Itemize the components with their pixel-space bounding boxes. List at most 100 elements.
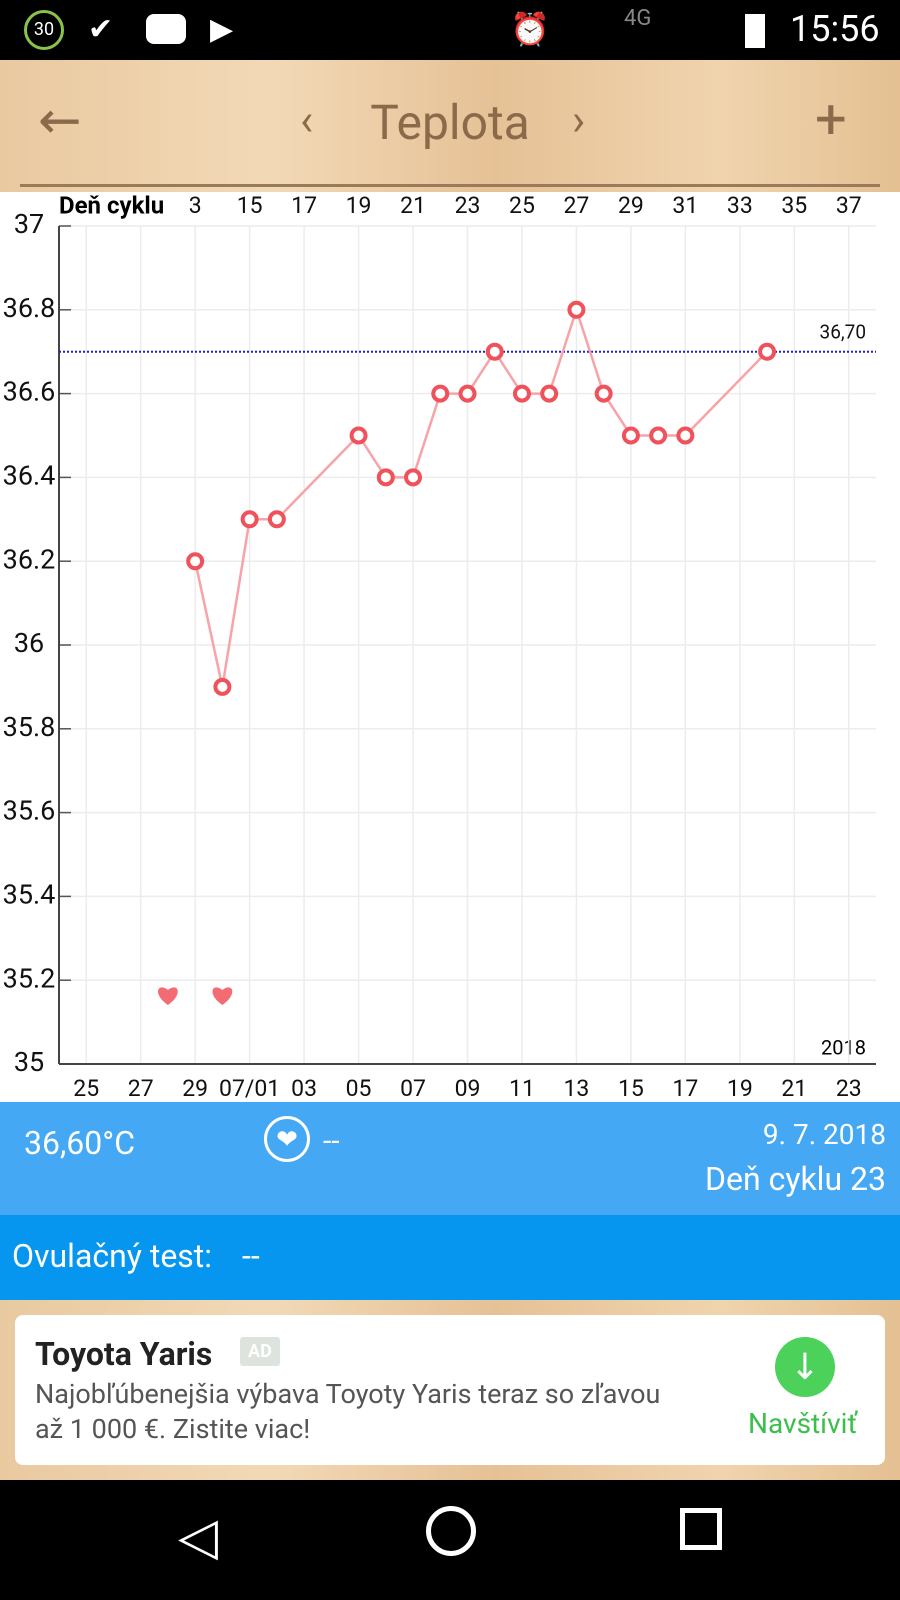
youtube-icon — [146, 14, 186, 44]
next-button[interactable]: › — [572, 94, 586, 146]
top-tick-label: 3 — [189, 192, 202, 219]
y-tick-label: 37 — [14, 208, 44, 240]
y-tick-label: 35.2 — [3, 962, 56, 994]
x-tick-label: 05 — [346, 1075, 372, 1102]
date: 9. 7. 2018 — [762, 1118, 886, 1151]
ovulation-panel[interactable]: Ovulačný test: -- — [0, 1215, 900, 1300]
heart-icon[interactable]: ❤ — [264, 1116, 310, 1162]
top-tick-label: 31 — [672, 192, 698, 219]
x-tick-label: 23 — [836, 1075, 862, 1102]
x-tick-label: 07/01 — [219, 1075, 280, 1102]
status-bar: 30 ✔ ▶ ⏰ 4G 15:56 — [0, 0, 900, 60]
heart-marker — [212, 987, 233, 1005]
ovulation-label: Ovulačný test: — [12, 1237, 213, 1275]
temperature-point — [186, 552, 205, 571]
reference-label: 36,70 — [820, 321, 866, 344]
x-tick-label: 07 — [400, 1075, 426, 1102]
x-tick-label: 09 — [455, 1075, 481, 1102]
top-axis-label: Deň cyklu — [59, 192, 164, 219]
check-icon: ✔ — [88, 12, 114, 47]
heart-marker — [158, 987, 178, 1005]
top-tick-label: 23 — [455, 192, 481, 219]
temperature-point — [431, 384, 450, 403]
y-tick-label: 36.2 — [3, 543, 56, 575]
ad-title: Toyota Yaris — [35, 1335, 213, 1373]
top-tick-label: 37 — [836, 192, 862, 219]
battery-icon — [745, 14, 765, 48]
temperature-point — [213, 677, 232, 696]
temperature-point — [349, 426, 368, 445]
prev-button[interactable]: ‹ — [300, 94, 314, 146]
clock: 15:56 — [790, 8, 880, 50]
x-tick-label: 27 — [128, 1075, 154, 1102]
header-title: Teplota — [370, 94, 530, 151]
top-tick-label: 15 — [237, 192, 263, 219]
back-button[interactable]: ← — [38, 90, 82, 151]
network: 4G — [624, 6, 652, 31]
x-tick-label: 21 — [781, 1075, 807, 1102]
y-tick-label: 35 — [14, 1046, 44, 1078]
temperature-point — [594, 384, 613, 403]
x-tick-label: 29 — [182, 1075, 208, 1102]
nav-bar: ◁ — [0, 1480, 900, 1600]
temperature-point — [621, 426, 640, 445]
temperature-line — [193, 305, 768, 688]
intercourse: -- — [323, 1124, 340, 1159]
y-tick-label: 36.4 — [3, 460, 56, 492]
ad-download-icon[interactable]: ↓ — [775, 1337, 835, 1397]
nav-recent[interactable] — [680, 1508, 722, 1550]
x-tick-label: 17 — [672, 1075, 698, 1102]
x-tick-label: 19 — [727, 1075, 753, 1102]
x-tick-label: 13 — [564, 1075, 590, 1102]
temperature-point — [649, 426, 668, 445]
top-tick-label: 33 — [727, 192, 753, 219]
ad-button[interactable]: Navštíviť — [748, 1407, 858, 1440]
top-tick-label: 21 — [400, 192, 426, 219]
play-icon: ▶ — [210, 12, 234, 47]
x-tick-label: 03 — [291, 1075, 317, 1102]
ovulation-value: -- — [242, 1237, 260, 1275]
y-tick-label: 35.4 — [3, 879, 56, 911]
info-panel: 36,60°C ❤ -- 9. 7. 2018 Deň cyklu 23 — [0, 1102, 900, 1215]
year-label: 2018 — [821, 1035, 866, 1059]
temperature: 36,60°C — [24, 1124, 136, 1162]
header-divider — [20, 184, 880, 187]
ad-text: Najobľúbenejšia výbava Toyoty Yaris tera… — [35, 1378, 661, 1445]
cycle-day: Deň cyklu 23 — [704, 1160, 886, 1198]
x-tick-label: 25 — [73, 1075, 99, 1102]
ad-area: Toyota Yaris AD Najobľúbenejšia výbava T… — [0, 1300, 900, 1480]
temperature-point — [540, 384, 559, 403]
top-tick-label: 25 — [509, 192, 535, 219]
top-tick-label: 17 — [291, 192, 317, 219]
temperature-point — [376, 468, 395, 487]
temperature-point — [512, 384, 531, 403]
temperature-point — [404, 468, 423, 487]
y-tick-label: 36.8 — [3, 292, 56, 324]
top-tick-label: 19 — [346, 192, 372, 219]
chart: Deň cyklu 2018 35 35.2 35.4 35.6 35.8 36 36.2 3… — [0, 192, 900, 1102]
temperature-point — [758, 342, 777, 361]
y-tick-label: 36 — [14, 627, 44, 659]
ad-badge: AD — [240, 1337, 280, 1366]
temperature-point — [567, 300, 586, 319]
alarm-icon: ⏰ — [510, 10, 550, 48]
app-header: ← ‹ Teplota › + — [0, 60, 900, 192]
ad-card[interactable]: Toyota Yaris AD Najobľúbenejšia výbava T… — [15, 1315, 885, 1465]
y-tick-label: 35.6 — [3, 795, 56, 827]
x-tick-label: 11 — [509, 1075, 535, 1102]
y-tick-label: 35.8 — [3, 711, 56, 743]
temperature-point — [676, 426, 695, 445]
y-tick-label: 36.6 — [3, 376, 56, 408]
nav-home[interactable] — [426, 1506, 476, 1556]
x-tick-label: 15 — [618, 1075, 644, 1102]
temperature-point — [485, 342, 504, 361]
top-tick-label: 29 — [618, 192, 644, 219]
temperature-point — [458, 384, 477, 403]
badge: 30 — [24, 10, 64, 50]
temperature-point — [240, 510, 259, 529]
temperature-point — [267, 510, 286, 529]
nav-back[interactable]: ◁ — [178, 1506, 218, 1567]
add-button[interactable]: + — [815, 86, 847, 152]
